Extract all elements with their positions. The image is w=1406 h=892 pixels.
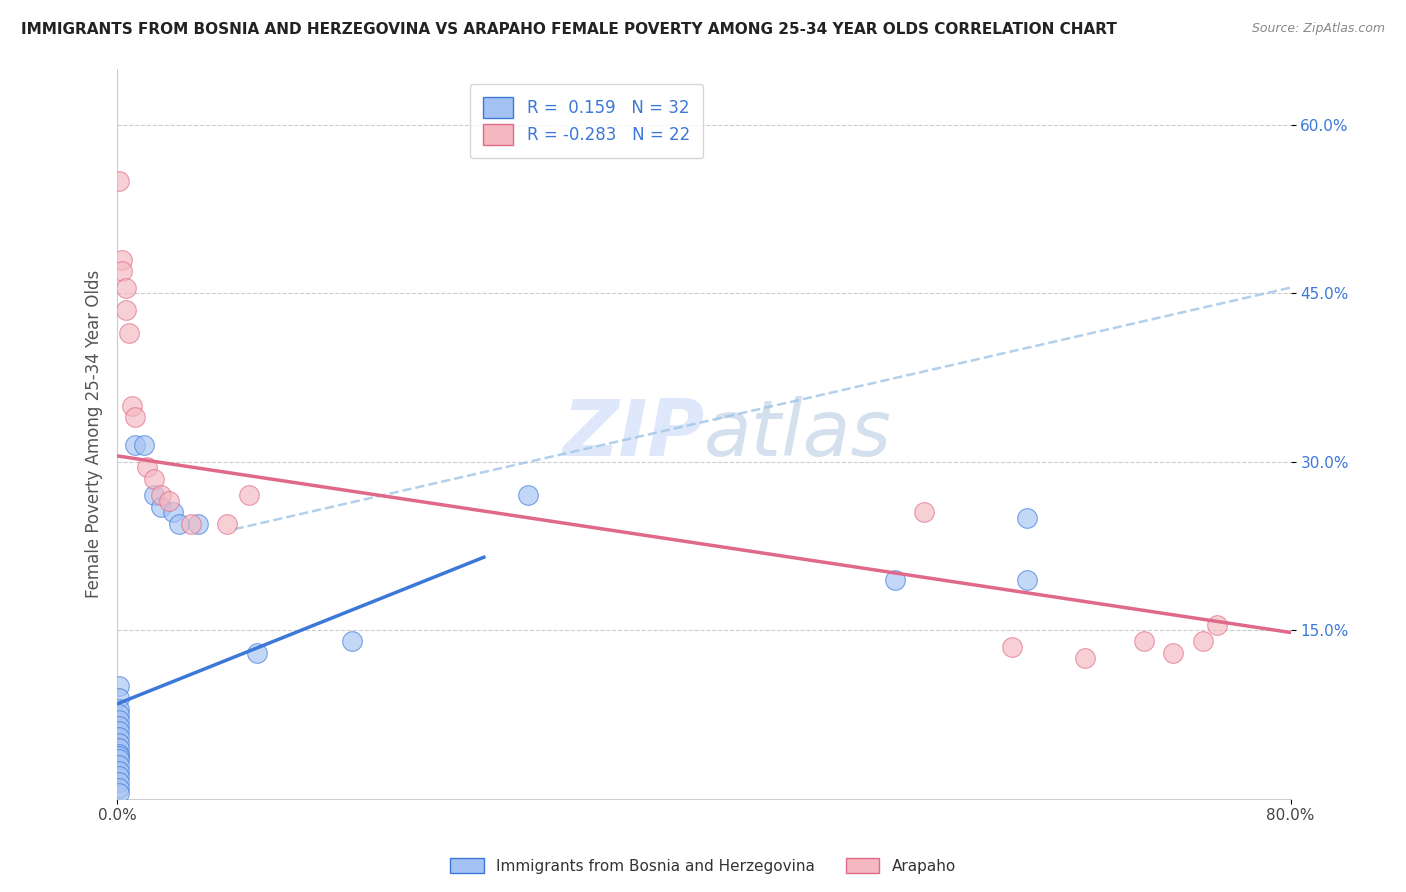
Point xyxy=(110,252,132,267)
Point xyxy=(115,303,138,318)
Point xyxy=(1161,646,1184,660)
Point xyxy=(107,730,129,744)
Point xyxy=(238,488,260,502)
Point xyxy=(124,409,146,424)
Point xyxy=(1206,617,1229,632)
Point xyxy=(107,752,129,766)
Point xyxy=(107,724,129,739)
Point xyxy=(883,573,905,587)
Point xyxy=(107,741,129,756)
Text: ZIP: ZIP xyxy=(561,396,704,472)
Point xyxy=(107,707,129,722)
Point xyxy=(107,690,129,705)
Point xyxy=(107,713,129,727)
Point xyxy=(1001,640,1024,654)
Point xyxy=(107,780,129,795)
Point xyxy=(516,488,538,502)
Point xyxy=(1133,634,1156,648)
Point xyxy=(107,758,129,772)
Point xyxy=(167,516,190,531)
Text: Source: ZipAtlas.com: Source: ZipAtlas.com xyxy=(1251,22,1385,36)
Point xyxy=(124,438,146,452)
Point xyxy=(162,505,184,519)
Point xyxy=(157,494,180,508)
Point xyxy=(107,680,129,694)
Point xyxy=(150,500,173,514)
Legend: Immigrants from Bosnia and Herzegovina, Arapaho: Immigrants from Bosnia and Herzegovina, … xyxy=(444,852,962,880)
Text: IMMIGRANTS FROM BOSNIA AND HERZEGOVINA VS ARAPAHO FEMALE POVERTY AMONG 25-34 YEA: IMMIGRANTS FROM BOSNIA AND HERZEGOVINA V… xyxy=(21,22,1116,37)
Point xyxy=(107,747,129,761)
Point xyxy=(150,488,173,502)
Point xyxy=(121,399,143,413)
Point xyxy=(340,634,363,648)
Point xyxy=(1191,634,1213,648)
Point xyxy=(142,472,165,486)
Point xyxy=(187,516,209,531)
Point xyxy=(1074,651,1097,665)
Point xyxy=(115,280,138,294)
Point xyxy=(107,775,129,789)
Point xyxy=(142,488,165,502)
Point xyxy=(107,719,129,733)
Point xyxy=(132,438,155,452)
Point xyxy=(110,264,132,278)
Point xyxy=(107,749,129,764)
Point xyxy=(107,786,129,800)
Point xyxy=(118,326,141,340)
Y-axis label: Female Poverty Among 25-34 Year Olds: Female Poverty Among 25-34 Year Olds xyxy=(86,269,103,598)
Point xyxy=(107,769,129,783)
Point xyxy=(107,174,129,188)
Point xyxy=(135,460,157,475)
Text: atlas: atlas xyxy=(704,396,891,472)
Point xyxy=(180,516,202,531)
Legend: R =  0.159   N = 32, R = -0.283   N = 22: R = 0.159 N = 32, R = -0.283 N = 22 xyxy=(470,84,703,158)
Point xyxy=(107,702,129,716)
Point xyxy=(1015,573,1038,587)
Point xyxy=(245,646,267,660)
Point xyxy=(1015,511,1038,525)
Point xyxy=(107,735,129,749)
Point xyxy=(912,505,935,519)
Point xyxy=(107,764,129,778)
Point xyxy=(217,516,239,531)
